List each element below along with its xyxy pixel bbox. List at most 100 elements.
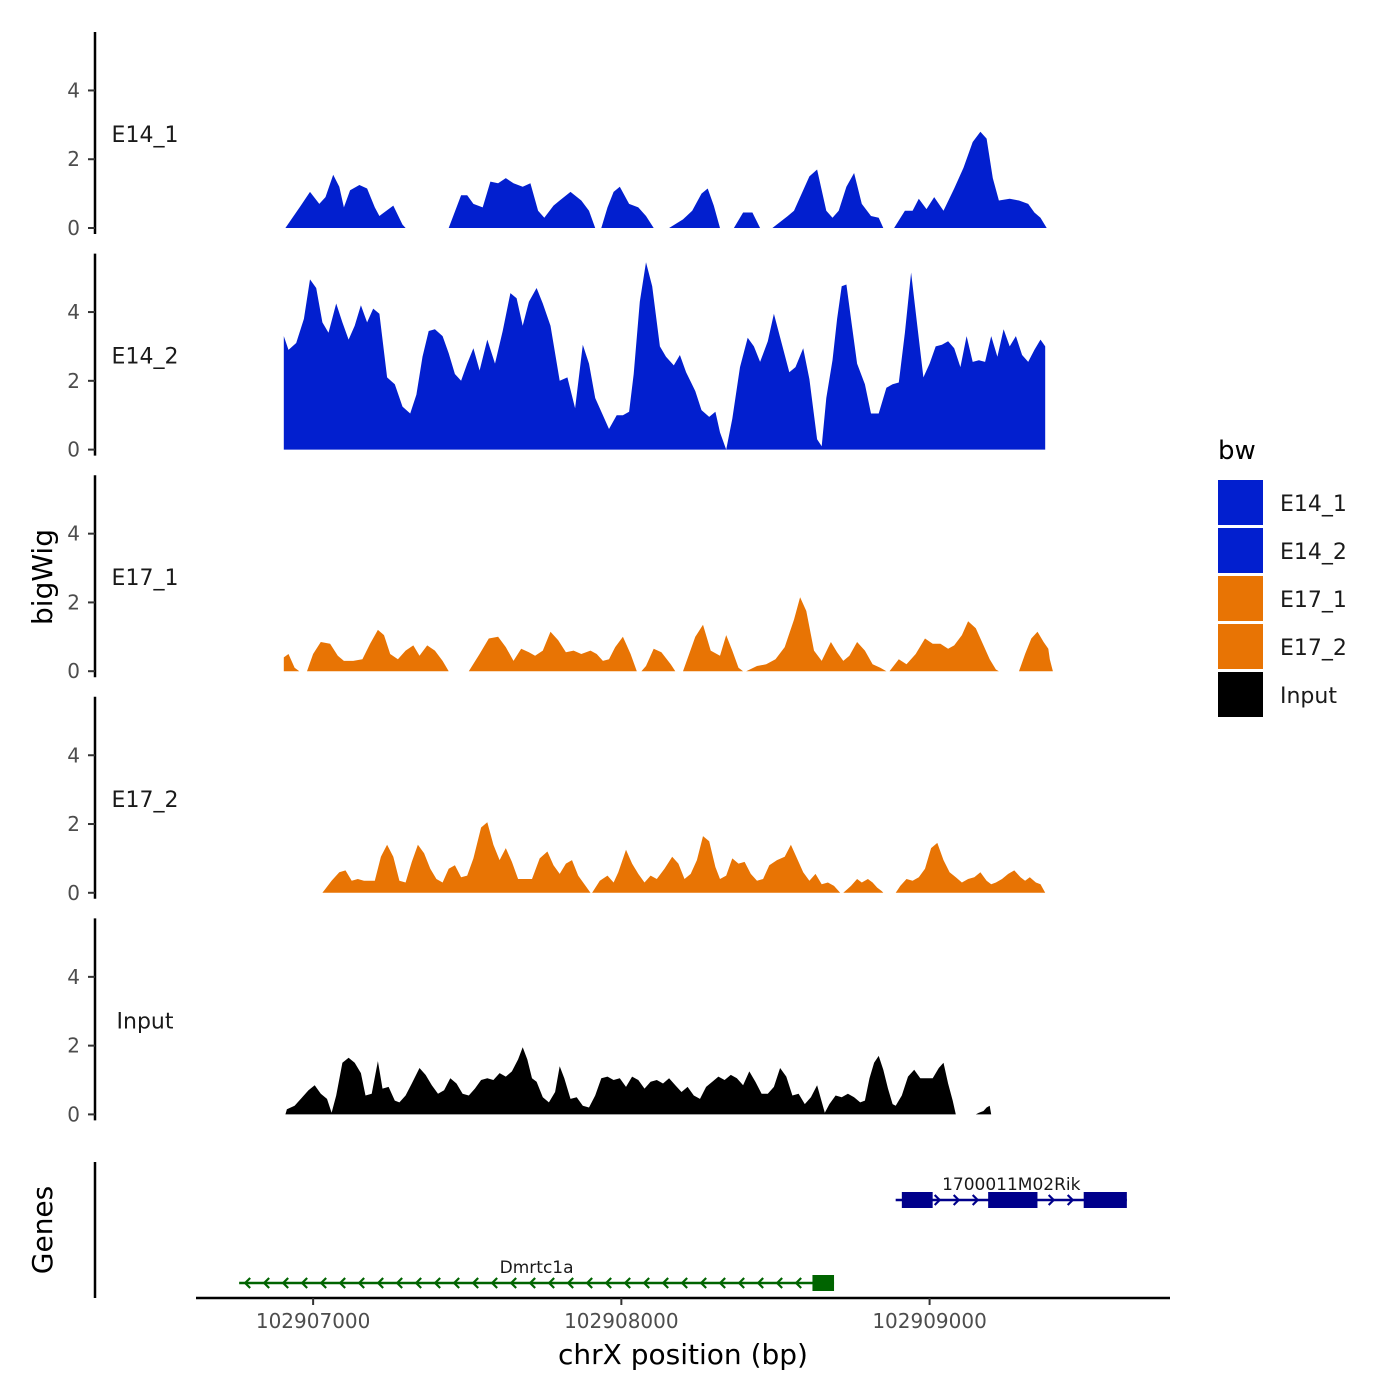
legend-label: Input — [1280, 684, 1337, 709]
strand-chevron — [452, 1277, 460, 1289]
y-tick-label: 0 — [67, 659, 80, 683]
track-E14_2: 0 2 4 E14_2 — [67, 253, 1046, 462]
track-label: E14_1 — [112, 123, 179, 148]
legend-item-E17_1: E17_1 — [1218, 576, 1347, 621]
strand-chevron — [395, 1277, 403, 1289]
y-tick-label: 4 — [67, 743, 80, 767]
x-axis: 102907000 102908000 102909000 — [196, 1296, 1170, 1333]
coverage-tracks: 0 2 4 E14_1 0 2 4 E14_2 0 2 4 E17_1 0 2 4 E17_2 0 2 4 Input — [67, 32, 1053, 1126]
y-tick-label: 4 — [67, 522, 80, 546]
legend-label: E17_2 — [1280, 636, 1347, 661]
strand-chevron — [376, 1277, 384, 1289]
coverage-area — [746, 597, 887, 672]
coverage-area — [601, 186, 654, 228]
y-axis-title: bigWig — [26, 529, 59, 625]
coverage-area — [285, 174, 406, 228]
legend-item-E14_2: E14_2 — [1218, 528, 1347, 573]
legend-item-Input: Input — [1218, 672, 1337, 717]
strand-chevron — [300, 1277, 308, 1289]
legend-label: E17_1 — [1280, 588, 1347, 613]
track-label: E14_2 — [112, 345, 179, 370]
y-tick-label: 0 — [67, 216, 80, 240]
strand-chevron — [933, 1194, 942, 1206]
track-label: E17_1 — [112, 566, 179, 591]
track-E14_1: 0 2 4 E14_1 — [67, 32, 1047, 240]
strand-chevron — [547, 1277, 555, 1289]
x-tick-label: 102908000 — [564, 1309, 679, 1333]
coverage-area — [669, 188, 720, 228]
coverage-area — [1019, 631, 1053, 672]
strand-chevron — [952, 1194, 961, 1206]
strand-chevron — [680, 1277, 688, 1289]
coverage-area — [895, 842, 1046, 893]
exon — [988, 1192, 1038, 1208]
strand-chevron — [756, 1277, 764, 1289]
strand-chevron — [794, 1277, 802, 1289]
strand-chevron — [357, 1277, 365, 1289]
coverage-area — [894, 131, 1047, 228]
gene-1700011M02Rik: 1700011M02Rik — [895, 1175, 1127, 1208]
strand-chevron — [509, 1277, 517, 1289]
coverage-area — [843, 879, 884, 893]
coverage-area — [772, 169, 884, 228]
legend-item-E14_1: E14_1 — [1218, 480, 1347, 525]
coverage-area — [733, 212, 761, 228]
y-tick-label: 2 — [67, 812, 80, 836]
legend: bw E14_1 E14_2 E17_1 E17_2 Input — [1218, 436, 1347, 717]
coverage-area — [283, 262, 1046, 450]
legend-swatch — [1218, 672, 1263, 717]
exon — [901, 1192, 933, 1208]
strand-chevron — [775, 1277, 783, 1289]
coverage-area — [448, 178, 596, 228]
genes-track: 1700011M02Rik Dmrtc1a — [93, 1162, 1127, 1298]
y-tick-label: 0 — [67, 438, 80, 462]
strand-chevron — [661, 1277, 669, 1289]
legend-swatch — [1218, 576, 1263, 621]
track-E17_1: 0 2 4 E17_1 — [67, 475, 1053, 683]
track-label: E17_2 — [112, 788, 179, 813]
legend-label: E14_2 — [1280, 540, 1347, 565]
track-label: Input — [117, 1009, 174, 1034]
coverage-area — [592, 836, 841, 893]
strand-chevron — [737, 1277, 745, 1289]
coverage-area — [975, 1105, 992, 1115]
coverage-area — [889, 621, 999, 672]
strand-chevron — [262, 1277, 270, 1289]
strand-chevron — [585, 1277, 593, 1289]
y-tick-label: 2 — [67, 369, 80, 393]
strand-chevron — [971, 1194, 980, 1206]
genes-track-title: Genes — [26, 1186, 59, 1274]
coverage-area — [285, 1047, 956, 1115]
strand-chevron — [1066, 1194, 1075, 1206]
strand-chevron — [566, 1277, 574, 1289]
x-tick-label: 102907000 — [256, 1309, 371, 1333]
strand-chevron — [281, 1277, 289, 1289]
coverage-area — [683, 624, 744, 672]
strand-chevron — [338, 1277, 346, 1289]
coverage-area — [468, 631, 637, 672]
strand-chevron — [718, 1277, 726, 1289]
gene-Dmrtc1a: Dmrtc1a — [239, 1258, 835, 1291]
exon — [812, 1275, 835, 1291]
y-tick-label: 4 — [67, 78, 80, 102]
y-tick-label: 2 — [67, 147, 80, 171]
y-tick-label: 4 — [67, 300, 80, 324]
y-tick-label: 4 — [67, 965, 80, 989]
legend-swatch — [1218, 480, 1263, 525]
gene-label: 1700011M02Rik — [942, 1175, 1081, 1195]
coverage-area — [322, 822, 591, 893]
strand-chevron — [528, 1277, 536, 1289]
strand-chevron — [604, 1277, 612, 1289]
coverage-area — [307, 629, 449, 672]
coverage-area — [641, 648, 676, 672]
strand-chevron — [490, 1277, 498, 1289]
legend-swatch — [1218, 624, 1263, 669]
strand-chevron — [699, 1277, 707, 1289]
strand-chevron — [243, 1277, 251, 1289]
legend-title: bw — [1218, 436, 1256, 466]
strand-chevron — [319, 1277, 327, 1289]
y-tick-label: 2 — [67, 590, 80, 614]
coverage-area — [283, 654, 300, 672]
strand-chevron — [1047, 1194, 1056, 1206]
